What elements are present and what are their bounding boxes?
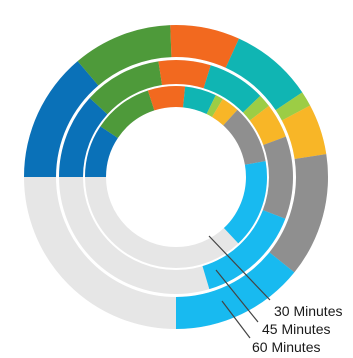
segment-30-minutes-7	[223, 109, 266, 165]
segment-60-minutes-8	[176, 252, 295, 329]
segment-45-minutes-1	[59, 97, 108, 177]
segment-45-minutes-5	[242, 95, 269, 121]
leader-line-60-minutes	[221, 300, 251, 339]
segment-45-minutes-2	[89, 61, 163, 115]
segment-30-minutes-1	[85, 126, 118, 177]
segment-45-minutes-6	[249, 105, 286, 145]
segment-30-minutes-5	[206, 95, 223, 117]
leader-line-30-minutes	[208, 235, 271, 301]
ring-label-60-minutes: 60 Minutes	[252, 339, 320, 355]
segment-60-minutes-6	[281, 105, 327, 159]
segment-60-minutes-4	[225, 38, 303, 111]
segment-60-minutes-1	[24, 61, 99, 178]
segment-30-minutes-4	[183, 86, 216, 115]
segment-45-minutes-7	[262, 136, 293, 219]
leader-line-45-minutes	[215, 269, 259, 323]
segment-30-minutes-8	[223, 161, 267, 244]
segment-60-minutes-5	[275, 92, 311, 121]
segment-45-minutes-3	[158, 59, 211, 89]
segment-30-minutes-6	[212, 98, 238, 126]
segment-45-minutes-4	[203, 65, 261, 113]
segment-60-minutes-7	[269, 154, 328, 273]
ring-leader-lines	[208, 235, 271, 339]
ring-label-30-minutes: 30 Minutes	[274, 303, 342, 319]
ring-labels: 60 Minutes 45 Minutes 30 Minutes	[252, 303, 342, 355]
segment-60-minutes-3	[170, 25, 239, 68]
segment-60-minutes-2	[77, 25, 172, 86]
segment-45-minutes-8	[202, 210, 286, 290]
segment-30-minutes-3	[147, 85, 186, 111]
segment-30-minutes-2	[100, 90, 155, 139]
ring-label-45-minutes: 45 Minutes	[262, 321, 330, 337]
ring-segments	[24, 25, 328, 329]
